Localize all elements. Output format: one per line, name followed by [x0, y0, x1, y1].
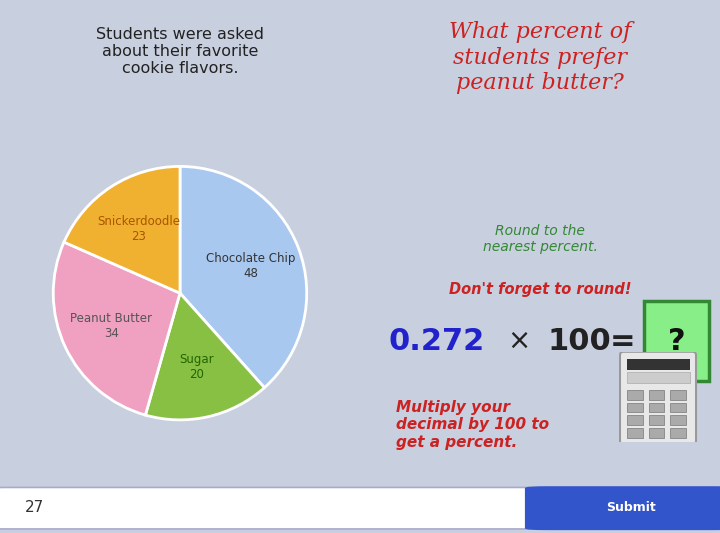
Bar [627, 372, 690, 384]
Text: Round to the
nearest percent.: Round to the nearest percent. [482, 224, 598, 254]
Text: Peanut Butter
34: Peanut Butter 34 [71, 311, 152, 340]
Bar [649, 390, 665, 400]
Text: Students were asked
about their favorite
cookie flavors.: Students were asked about their favorite… [96, 27, 264, 76]
Bar [649, 402, 665, 413]
FancyBboxPatch shape [620, 352, 696, 444]
Text: ×: × [507, 327, 530, 355]
Text: =: = [610, 327, 636, 356]
Bar [670, 415, 685, 425]
Text: Submit: Submit [606, 501, 656, 514]
Bar [627, 428, 643, 438]
Text: Sugar
20: Sugar 20 [180, 353, 215, 381]
Bar [627, 359, 690, 370]
FancyBboxPatch shape [526, 487, 720, 529]
Text: Multiply your
decimal by 100 to
get a percent.: Multiply your decimal by 100 to get a pe… [396, 400, 549, 449]
Bar [670, 402, 685, 413]
Text: Snickerdoodle
23: Snickerdoodle 23 [97, 215, 180, 244]
Wedge shape [53, 242, 180, 415]
Text: What percent of
students prefer
peanut butter?: What percent of students prefer peanut b… [449, 21, 631, 94]
Bar [670, 390, 685, 400]
Wedge shape [64, 166, 180, 293]
Bar [670, 428, 685, 438]
Wedge shape [180, 166, 307, 387]
FancyBboxPatch shape [644, 301, 709, 381]
Text: 27: 27 [25, 500, 45, 515]
Text: Chocolate Chip
48: Chocolate Chip 48 [207, 252, 296, 280]
Bar [627, 402, 643, 413]
Text: Don't forget to round!: Don't forget to round! [449, 282, 631, 297]
Bar [649, 415, 665, 425]
Text: ?: ? [668, 327, 685, 356]
Bar [627, 415, 643, 425]
Text: 0.272: 0.272 [389, 327, 485, 356]
Bar [627, 390, 643, 400]
Wedge shape [145, 293, 264, 420]
Bar [649, 428, 665, 438]
Text: 100: 100 [547, 327, 611, 356]
FancyBboxPatch shape [0, 487, 549, 529]
Text: Total Votes: 125: Total Votes: 125 [104, 492, 256, 510]
